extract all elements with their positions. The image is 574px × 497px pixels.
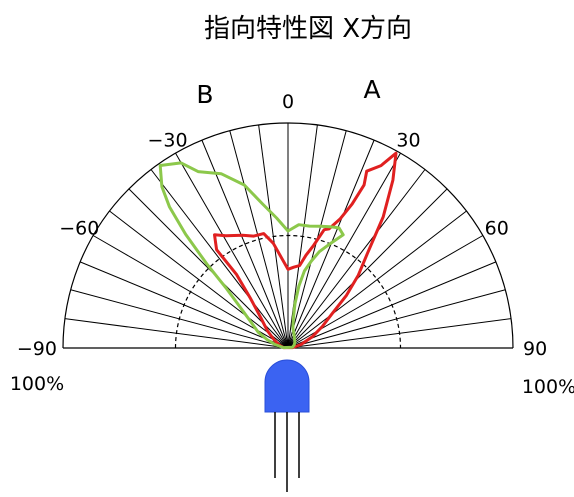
series-line-1	[158, 161, 345, 350]
radial-line	[150, 169, 289, 349]
radial-line	[287, 261, 497, 349]
chart-title: 指向特性図 X方向	[204, 14, 412, 44]
angle-tick-label: −90	[17, 338, 57, 360]
radial-line	[175, 152, 289, 349]
series-line-0	[213, 151, 398, 350]
radial-max-label-right: 100%	[522, 376, 574, 398]
angle-tick-label: 60	[485, 218, 509, 240]
angle-tick-label: −60	[59, 218, 99, 240]
angle-tick-label: 90	[523, 338, 547, 360]
radial-line	[287, 210, 467, 349]
radial-line	[287, 169, 426, 349]
radial-line	[287, 289, 506, 349]
angle-tick-label: −30	[147, 129, 187, 151]
angle-tick-label: 0	[282, 91, 294, 113]
radial-line	[64, 318, 289, 349]
series-group	[158, 151, 398, 350]
radial-line	[287, 188, 448, 349]
radial-line	[70, 289, 289, 349]
radial-line	[109, 210, 289, 349]
led-body	[264, 359, 310, 413]
polar-grid	[62, 122, 514, 349]
series-label-b: B	[196, 80, 213, 109]
angle-tick-label: 30	[396, 129, 420, 151]
radial-line	[79, 261, 289, 349]
radial-line	[287, 318, 512, 349]
radial-line	[201, 139, 289, 349]
radial-line	[258, 124, 289, 349]
radial-max-label-left: 100%	[10, 373, 64, 395]
led-icon	[264, 359, 310, 492]
series-label-a: A	[363, 75, 380, 104]
radial-line	[287, 152, 401, 349]
radial-line	[229, 130, 289, 349]
axis-labels: −90 −60 −30 0 30 60 90 100% 100% B A	[10, 75, 574, 398]
